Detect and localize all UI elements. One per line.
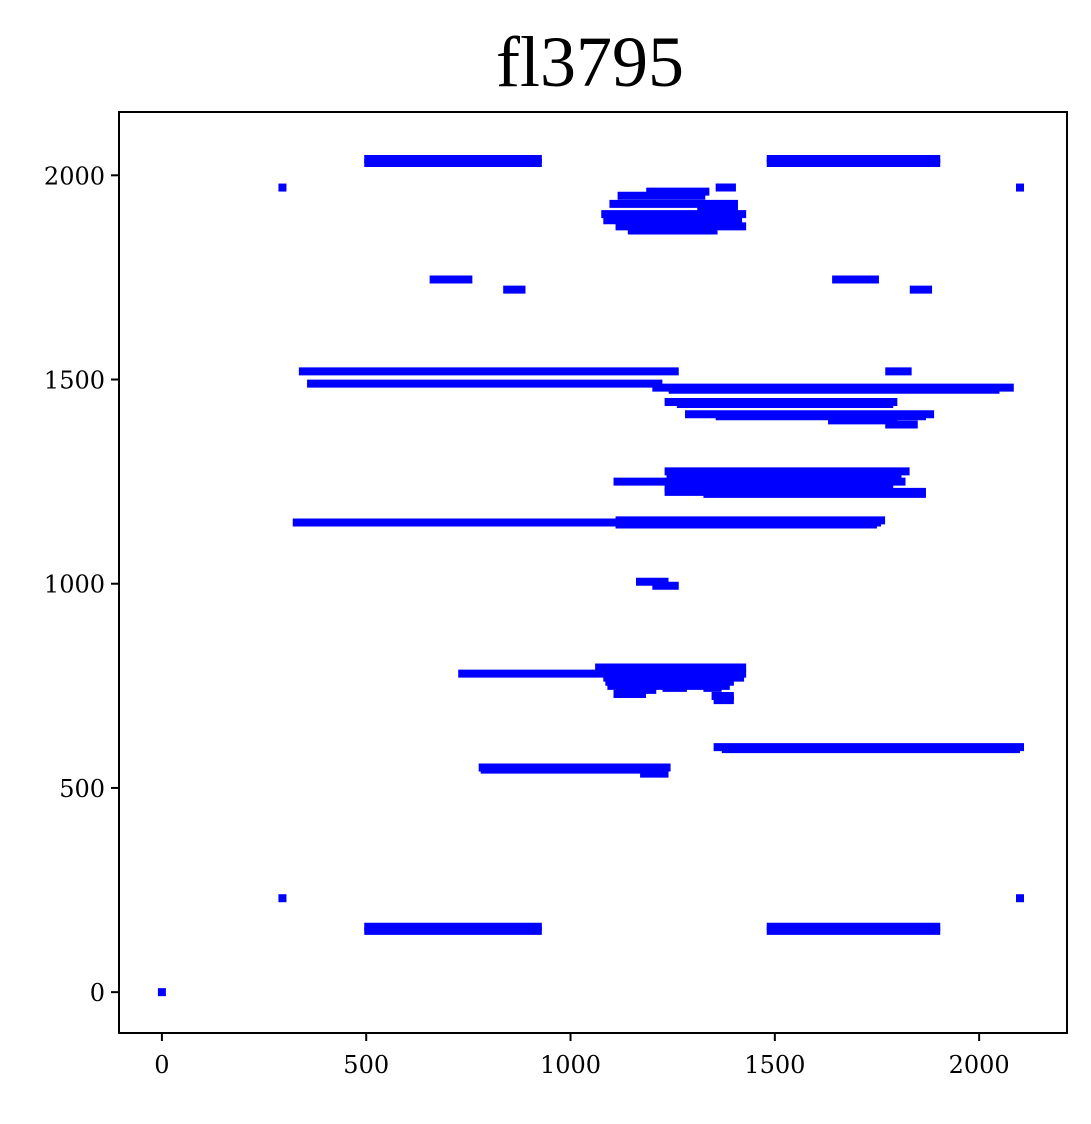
axis-ticks: 0 500 1000 1500 2000 0 500 1000 1500 2000 (44, 162, 1010, 1079)
x-tick-label: 2000 (949, 1051, 1010, 1079)
y-tick-label: 0 (90, 979, 105, 1007)
y-tick-label: 2000 (44, 162, 105, 190)
data-point (157, 988, 166, 997)
y-tick-label: 1000 (44, 571, 105, 599)
x-tick-label: 1000 (540, 1051, 601, 1079)
plot-frame (118, 111, 1068, 1034)
x-tick-label: 500 (343, 1051, 389, 1079)
x-tick-label: 1500 (744, 1051, 805, 1079)
data-point (1016, 183, 1025, 192)
data-point (278, 894, 287, 903)
data-point (278, 183, 287, 192)
x-tick-label: 0 (154, 1051, 169, 1079)
chart-title: fl3795 (496, 22, 684, 102)
y-tick-label: 500 (59, 775, 105, 803)
data-marks (157, 154, 1025, 997)
data-point (1016, 894, 1025, 903)
y-tick-label: 1500 (44, 367, 105, 395)
